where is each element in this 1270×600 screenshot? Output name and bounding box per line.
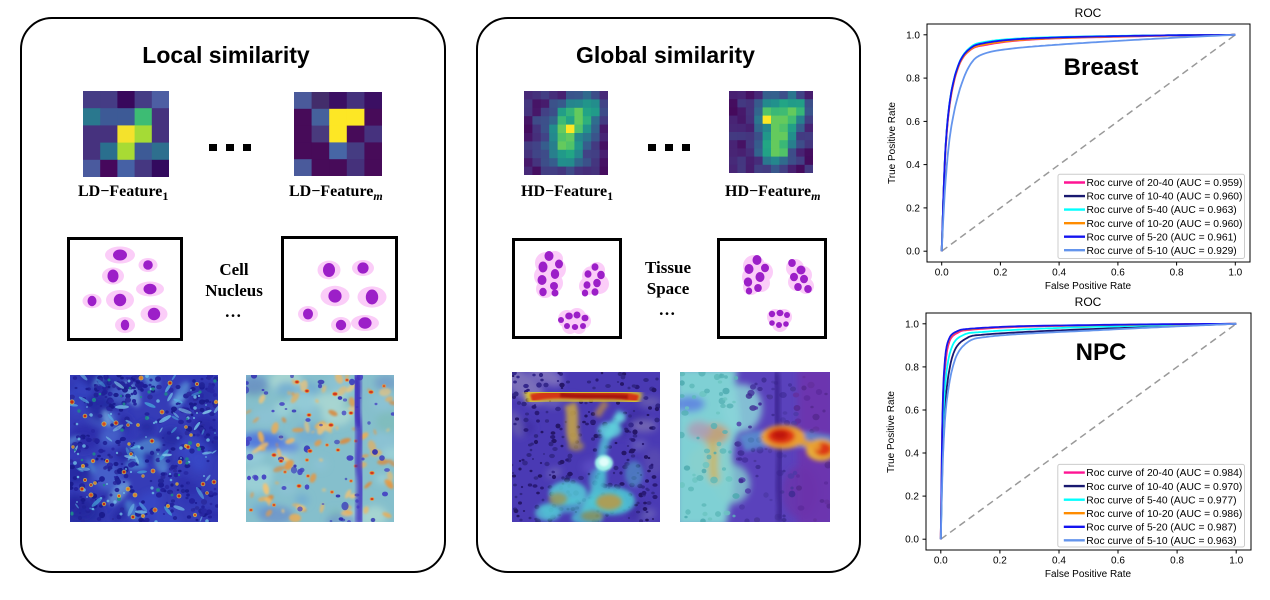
svg-text:Roc curve of 10-40 (AUC = 0.96: Roc curve of 10-40 (AUC = 0.960) (1087, 192, 1243, 203)
svg-text:0.8: 0.8 (905, 362, 919, 373)
svg-text:True Positive Rate: True Positive Rate (886, 391, 897, 473)
svg-text:NPC: NPC (1076, 339, 1127, 366)
svg-text:0.2: 0.2 (993, 268, 1007, 279)
svg-text:1.0: 1.0 (906, 30, 920, 41)
svg-text:Breast: Breast (1064, 54, 1139, 81)
svg-text:1.0: 1.0 (1228, 268, 1242, 279)
svg-text:0.4: 0.4 (906, 160, 920, 171)
svg-text:0.0: 0.0 (935, 268, 949, 279)
svg-text:True Positive Rate: True Positive Rate (887, 102, 898, 184)
svg-text:0.6: 0.6 (1111, 268, 1125, 279)
svg-text:0.8: 0.8 (1170, 556, 1184, 567)
svg-text:0.4: 0.4 (1052, 268, 1066, 279)
svg-text:Roc curve of 5-10 (AUC = 0.929: Roc curve of 5-10 (AUC = 0.929) (1087, 246, 1237, 257)
svg-text:1.0: 1.0 (1229, 556, 1243, 567)
svg-text:0.6: 0.6 (1111, 556, 1125, 567)
svg-text:1.0: 1.0 (905, 319, 919, 330)
svg-text:Roc curve of 5-40 (AUC = 0.977: Roc curve of 5-40 (AUC = 0.977) (1086, 495, 1236, 506)
svg-text:Roc curve of 10-40 (AUC = 0.97: Roc curve of 10-40 (AUC = 0.970) (1086, 482, 1242, 493)
svg-text:False Positive Rate: False Positive Rate (1045, 569, 1132, 580)
svg-text:Roc curve of 5-40 (AUC = 0.963: Roc curve of 5-40 (AUC = 0.963) (1087, 205, 1237, 216)
svg-text:Roc curve of 20-40 (AUC = 0.95: Roc curve of 20-40 (AUC = 0.959) (1087, 178, 1243, 189)
svg-text:0.8: 0.8 (906, 74, 920, 85)
svg-text:0.6: 0.6 (906, 117, 920, 128)
svg-text:Roc curve of 10-20 (AUC = 0.96: Roc curve of 10-20 (AUC = 0.960) (1087, 219, 1243, 230)
svg-text:0.2: 0.2 (993, 556, 1007, 567)
svg-text:Roc curve of 5-20 (AUC = 0.961: Roc curve of 5-20 (AUC = 0.961) (1087, 232, 1237, 243)
svg-text:0.6: 0.6 (905, 406, 919, 417)
svg-text:0.0: 0.0 (906, 247, 920, 258)
svg-text:0.2: 0.2 (906, 203, 920, 214)
svg-text:0.0: 0.0 (905, 535, 919, 546)
svg-text:Roc curve of 5-10 (AUC = 0.963: Roc curve of 5-10 (AUC = 0.963) (1086, 536, 1236, 547)
svg-text:0.8: 0.8 (1170, 268, 1184, 279)
svg-text:Roc curve of 20-40 (AUC = 0.98: Roc curve of 20-40 (AUC = 0.984) (1086, 468, 1242, 479)
svg-text:0.4: 0.4 (905, 449, 919, 460)
svg-text:0.2: 0.2 (905, 492, 919, 503)
svg-text:0.0: 0.0 (934, 556, 948, 567)
svg-text:False Positive Rate: False Positive Rate (1045, 281, 1132, 292)
svg-text:0.4: 0.4 (1052, 556, 1066, 567)
svg-text:Roc curve of 10-20 (AUC = 0.98: Roc curve of 10-20 (AUC = 0.986) (1086, 509, 1242, 520)
svg-text:ROC: ROC (1075, 295, 1102, 309)
svg-text:Roc curve of 5-20 (AUC = 0.987: Roc curve of 5-20 (AUC = 0.987) (1086, 522, 1236, 533)
svg-text:ROC: ROC (1075, 6, 1102, 20)
